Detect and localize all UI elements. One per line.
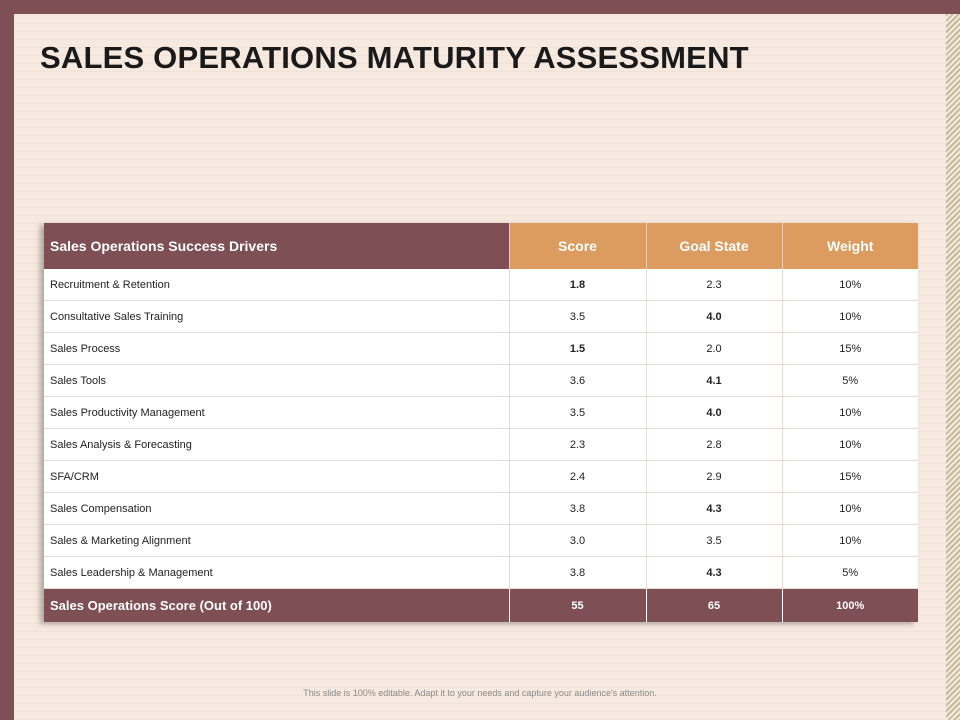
- row-goal-state: 3.5: [645, 524, 782, 557]
- top-border-bar: [0, 0, 960, 14]
- row-driver: Sales Productivity Management: [44, 396, 509, 429]
- row-driver: SFA/CRM: [44, 460, 509, 493]
- row-weight: 10%: [781, 524, 918, 557]
- table-row: Sales Analysis & Forecasting 2.3 2.8 10%: [44, 428, 918, 461]
- maturity-table: Sales Operations Success Drivers Score G…: [44, 223, 918, 622]
- table-row: Sales Process 1.5 2.0 15%: [44, 332, 918, 365]
- row-driver: Recruitment & Retention: [44, 269, 509, 301]
- row-score: 1.8: [508, 269, 646, 301]
- row-score: 1.5: [508, 332, 646, 365]
- row-weight: 10%: [781, 300, 918, 333]
- table-row: Sales Compensation 3.8 4.3 10%: [44, 492, 918, 525]
- total-weight: 100%: [781, 588, 918, 622]
- row-score: 2.3: [508, 428, 646, 461]
- row-weight: 5%: [781, 364, 918, 397]
- row-driver: Consultative Sales Training: [44, 300, 509, 333]
- row-score: 3.5: [508, 300, 646, 333]
- row-goal-state: 2.3: [645, 269, 782, 301]
- table-header-row: Sales Operations Success Drivers Score G…: [44, 223, 918, 269]
- row-goal-state: 2.0: [645, 332, 782, 365]
- left-border-bar: [0, 0, 14, 720]
- table-row: Sales Productivity Management 3.5 4.0 10…: [44, 396, 918, 429]
- total-score: 55: [508, 588, 646, 622]
- table-row: SFA/CRM 2.4 2.9 15%: [44, 460, 918, 493]
- row-goal-state: 4.3: [645, 556, 782, 589]
- row-goal-state: 4.3: [645, 492, 782, 525]
- table-row: Consultative Sales Training 3.5 4.0 10%: [44, 300, 918, 333]
- table-row: Sales & Marketing Alignment 3.0 3.5 10%: [44, 524, 918, 557]
- header-weight: Weight: [781, 223, 918, 269]
- header-goal-state: Goal State: [645, 223, 782, 269]
- row-driver: Sales & Marketing Alignment: [44, 524, 509, 557]
- row-score: 3.8: [508, 492, 646, 525]
- total-goal-state: 65: [645, 588, 782, 622]
- maturity-table-container: Sales Operations Success Drivers Score G…: [44, 223, 918, 622]
- row-weight: 15%: [781, 332, 918, 365]
- header-score: Score: [508, 223, 646, 269]
- row-goal-state: 4.1: [645, 364, 782, 397]
- row-score: 3.5: [508, 396, 646, 429]
- row-goal-state: 2.8: [645, 428, 782, 461]
- row-weight: 10%: [781, 492, 918, 525]
- row-driver: Sales Leadership & Management: [44, 556, 509, 589]
- row-score: 3.8: [508, 556, 646, 589]
- row-weight: 15%: [781, 460, 918, 493]
- row-weight: 10%: [781, 428, 918, 461]
- row-driver: Sales Analysis & Forecasting: [44, 428, 509, 461]
- row-weight: 10%: [781, 269, 918, 301]
- row-driver: Sales Tools: [44, 364, 509, 397]
- row-goal-state: 4.0: [645, 300, 782, 333]
- right-edge-pattern: [946, 14, 960, 720]
- row-weight: 10%: [781, 396, 918, 429]
- table-row: Sales Leadership & Management 3.8 4.3 5%: [44, 556, 918, 589]
- row-driver: Sales Process: [44, 332, 509, 365]
- row-driver: Sales Compensation: [44, 492, 509, 525]
- total-label: Sales Operations Score (Out of 100): [44, 588, 509, 622]
- page-title: SALES OPERATIONS MATURITY ASSESSMENT: [40, 40, 749, 75]
- table-row: Sales Tools 3.6 4.1 5%: [44, 364, 918, 397]
- row-score: 3.0: [508, 524, 646, 557]
- row-weight: 5%: [781, 556, 918, 589]
- row-score: 3.6: [508, 364, 646, 397]
- footer-note: This slide is 100% editable. Adapt it to…: [303, 688, 657, 698]
- table-total-row: Sales Operations Score (Out of 100) 55 6…: [44, 588, 918, 622]
- row-goal-state: 4.0: [645, 396, 782, 429]
- header-drivers: Sales Operations Success Drivers: [44, 223, 509, 269]
- row-score: 2.4: [508, 460, 646, 493]
- table-row: Recruitment & Retention 1.8 2.3 10%: [44, 269, 918, 301]
- row-goal-state: 2.9: [645, 460, 782, 493]
